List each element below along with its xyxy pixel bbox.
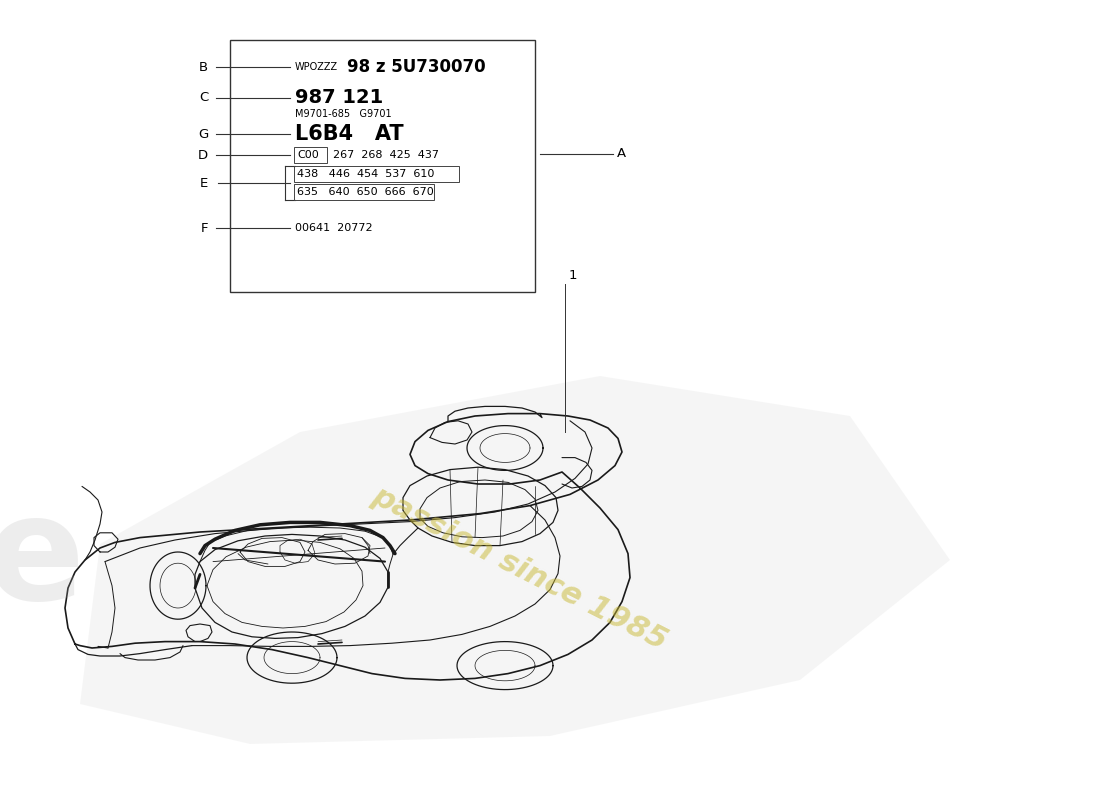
Text: C00: C00	[297, 150, 319, 160]
Bar	[294, 184, 434, 200]
Text: passion since 1985: passion since 1985	[367, 481, 672, 655]
Text: 438   446  454  537  610: 438 446 454 537 610	[297, 170, 434, 179]
Bar	[294, 147, 327, 163]
Text: C: C	[199, 91, 208, 104]
Text: 98 z 5U730070: 98 z 5U730070	[346, 58, 485, 76]
Text: L6B4   AT: L6B4 AT	[295, 124, 404, 144]
Bar	[230, 40, 535, 292]
Text: M9701-685   G9701: M9701-685 G9701	[295, 109, 392, 118]
Text: F: F	[200, 222, 208, 234]
Text: 00641  20772: 00641 20772	[295, 223, 373, 233]
Text: E: E	[200, 177, 208, 190]
Text: 267  268  425  437: 267 268 425 437	[333, 150, 439, 160]
Text: 635   640  650  666  670: 635 640 650 666 670	[297, 187, 433, 197]
Text: A: A	[617, 147, 626, 160]
Bar	[294, 166, 459, 182]
Text: WPOZZZ: WPOZZZ	[295, 62, 338, 72]
Polygon shape	[80, 376, 950, 744]
Text: G: G	[198, 128, 208, 141]
Text: 987 121: 987 121	[295, 88, 383, 107]
Text: 1: 1	[569, 270, 578, 282]
Text: B: B	[199, 61, 208, 74]
Text: D: D	[198, 149, 208, 162]
Text: e: e	[0, 490, 85, 630]
